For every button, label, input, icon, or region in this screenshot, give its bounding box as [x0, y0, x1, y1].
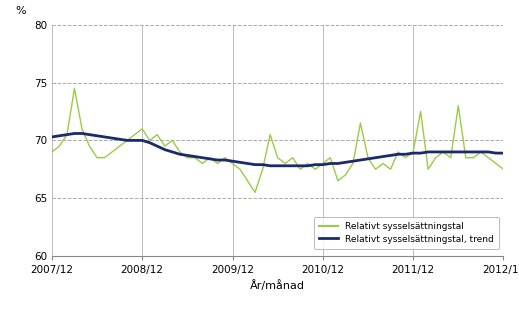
X-axis label: År/månad: År/månad — [250, 280, 305, 291]
Text: %: % — [16, 6, 26, 16]
Legend: Relativt sysselsättningstal, Relativt sysselsättningstal, trend: Relativt sysselsättningstal, Relativt sy… — [314, 217, 499, 249]
